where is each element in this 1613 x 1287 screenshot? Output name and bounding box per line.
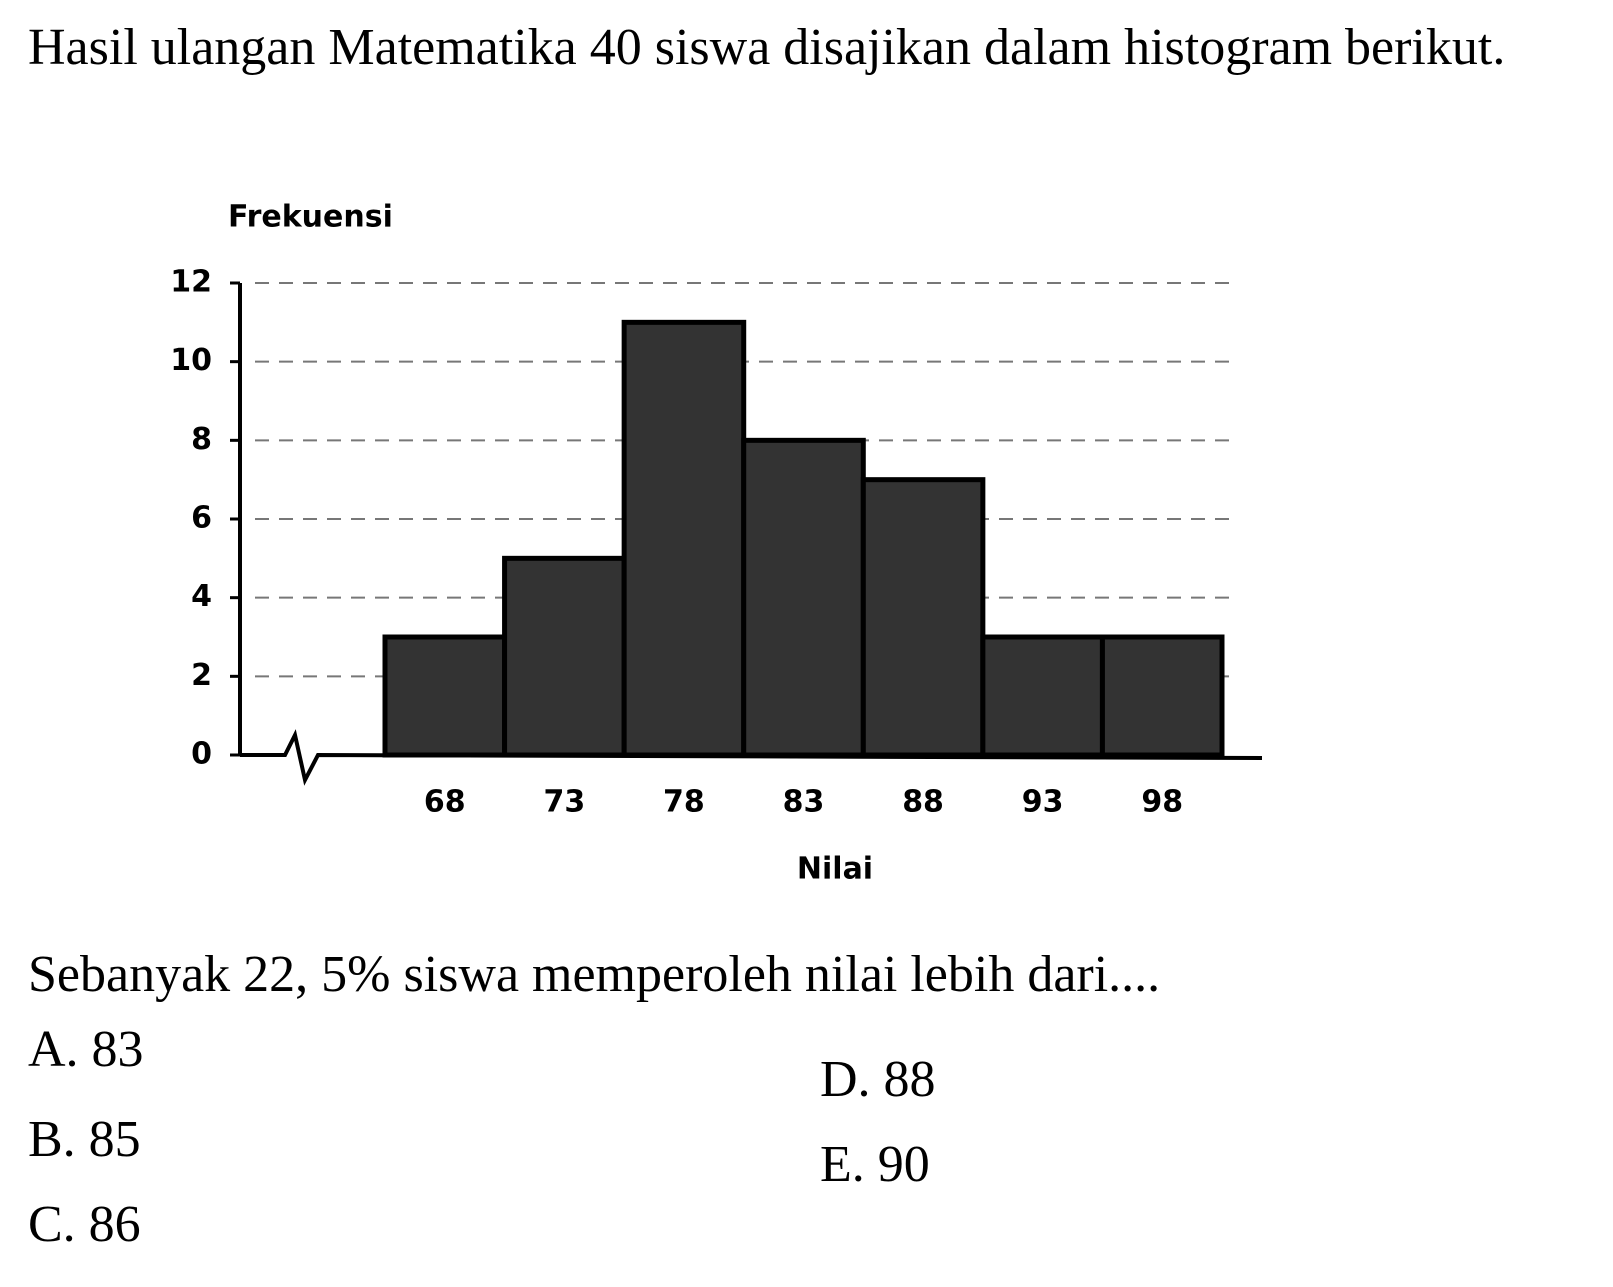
y-tick-label: 8 [191, 422, 212, 457]
x-tick-label: 98 [1141, 785, 1183, 820]
y-tick-label: 0 [191, 737, 212, 772]
bar [980, 634, 1105, 758]
option: D. 88 [820, 1051, 936, 1108]
y-tick-label: 2 [191, 658, 212, 693]
y-axis-label: Frekuensi [228, 200, 393, 235]
option: B. 85 [28, 1111, 141, 1168]
bar [382, 634, 508, 758]
bar [860, 477, 986, 758]
bar [1099, 634, 1225, 758]
question: Sebanyak 22, 5% siswa memperoleh nilai l… [28, 946, 1161, 1003]
x-tick-label: 68 [424, 785, 466, 820]
x-tick-label: 83 [783, 785, 825, 820]
intro-text: Hasil ulangan Matematika 40 siswa disaji… [28, 19, 1506, 76]
bar [502, 555, 627, 758]
option: A. 83 [28, 1021, 144, 1078]
option: C. 86 [28, 1196, 141, 1253]
x-axis-label: Nilai [797, 852, 873, 887]
y-tick-label: 4 [191, 579, 212, 614]
y-tick-label: 6 [191, 501, 212, 536]
x-tick-label: 73 [543, 785, 585, 820]
bar [741, 437, 866, 758]
x-tick-label: 93 [1022, 785, 1064, 820]
y-tick-label: 12 [170, 265, 212, 300]
x-tick-label: 88 [902, 785, 944, 820]
option: E. 90 [820, 1136, 930, 1193]
bar [621, 319, 747, 758]
x-tick-label: 78 [663, 785, 705, 820]
y-tick-label: 10 [170, 343, 212, 378]
